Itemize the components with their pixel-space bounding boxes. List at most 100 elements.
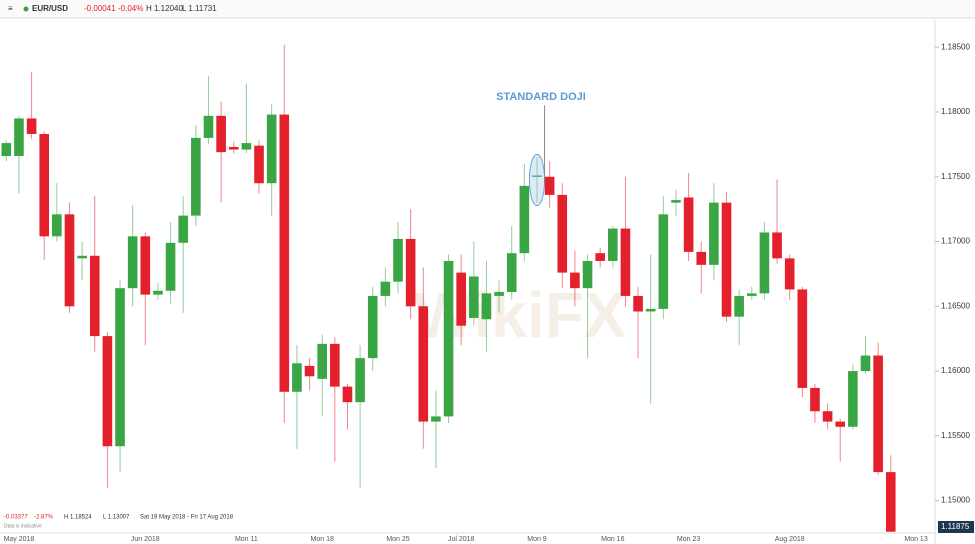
footer-change-pct: -2.87% <box>34 515 54 521</box>
candle-body <box>532 175 542 177</box>
candle-body <box>772 232 782 259</box>
candle-body <box>405 238 416 307</box>
candle-body <box>165 242 176 291</box>
candle-body <box>342 386 353 403</box>
candle-body <box>658 214 669 309</box>
session-low: L 1.11731 <box>182 4 217 13</box>
candle-body <box>469 276 479 318</box>
x-tick-label: Jun 2018 <box>131 536 160 543</box>
candle-body <box>89 255 100 337</box>
candle-body <box>784 258 795 290</box>
change: -0.00041 <box>84 4 116 13</box>
y-tick-label: 1.16000 <box>941 366 970 375</box>
doji-highlight <box>528 153 546 207</box>
candle-body <box>77 255 87 259</box>
candle-body <box>835 421 846 427</box>
candle-body <box>418 306 429 422</box>
session-high: H 1.12040 <box>146 4 183 13</box>
candle-body <box>115 288 125 447</box>
candle-body <box>481 293 492 320</box>
candle-body <box>810 387 820 412</box>
x-tick-label: Mon 18 <box>311 536 334 543</box>
candle-body <box>317 343 327 379</box>
y-tick-label: 1.18500 <box>941 42 970 51</box>
candle-body <box>52 214 62 237</box>
candle-body <box>860 355 871 372</box>
candle-body <box>292 363 302 392</box>
candle-body <box>228 146 239 150</box>
x-tick-label: May 2018 <box>4 536 35 543</box>
candle-body <box>885 472 896 532</box>
candle-body <box>620 228 631 296</box>
candle-body <box>64 214 75 307</box>
candle-body <box>557 194 568 273</box>
y-tick-label: 1.17000 <box>941 237 970 246</box>
x-tick-label: Mon 16 <box>601 536 624 543</box>
candle-body <box>519 185 530 254</box>
candle-body <box>241 143 252 150</box>
candle-body <box>671 200 681 203</box>
y-tick-label: 1.16500 <box>941 301 970 310</box>
candle-body <box>709 202 719 265</box>
candle-body <box>14 118 24 157</box>
candle-body <box>456 272 466 326</box>
x-tick-label: Jul 2018 <box>448 536 475 543</box>
candle-body <box>26 118 37 134</box>
candle-body <box>393 238 403 282</box>
y-tick-label: 1.15000 <box>941 496 970 505</box>
x-tick-label: Mon 23 <box>677 536 700 543</box>
candle-body <box>39 134 50 237</box>
candle-body <box>153 290 163 295</box>
last-price-label: 1.11875 <box>941 522 970 531</box>
candle-body <box>797 289 808 388</box>
candle-body <box>355 358 365 403</box>
candle-body <box>380 281 391 296</box>
candle-body <box>696 251 707 265</box>
top-bar <box>0 0 975 18</box>
candle-body <box>102 336 113 447</box>
candle-body <box>191 137 201 216</box>
footer-low: L 1.13007 <box>103 515 130 521</box>
candle-body <box>608 228 618 261</box>
candle-body <box>330 343 340 387</box>
candle-body <box>595 253 605 261</box>
candle-body <box>506 253 517 293</box>
candle-body <box>431 416 441 422</box>
footer-note: Data is indicative <box>4 523 42 529</box>
x-tick-label: Mon 25 <box>386 536 409 543</box>
candle-body <box>266 114 277 184</box>
status-dot <box>23 6 29 12</box>
candle-body <box>822 411 833 422</box>
y-tick-label: 1.15500 <box>941 431 970 440</box>
candle-body <box>734 295 744 317</box>
footer-range: Sat 19 May 2018 - Fri 17 Aug 2018 <box>140 515 234 521</box>
candle-body <box>203 115 214 138</box>
candle-body <box>570 272 580 289</box>
candle-body <box>873 355 883 473</box>
candle-body <box>279 114 290 392</box>
candle-body <box>633 295 643 312</box>
x-tick-label: Mon 13 <box>904 536 927 543</box>
candle-body <box>140 236 151 295</box>
x-tick-label: Mon 9 <box>527 536 547 543</box>
y-tick-label: 1.17500 <box>941 172 970 181</box>
candle-body <box>746 293 757 296</box>
candle-body <box>127 236 138 289</box>
candle-body <box>254 145 264 184</box>
candle-body <box>582 260 593 289</box>
x-tick-label: Aug 2018 <box>775 536 805 543</box>
candle-body <box>216 115 226 153</box>
footer-change: -0.03377 <box>4 515 28 521</box>
last-price-box <box>938 521 974 533</box>
footer-high: H 1.18524 <box>64 515 92 521</box>
candle-body <box>178 215 189 243</box>
menu-icon[interactable]: ≡ <box>8 4 13 13</box>
symbol[interactable]: EUR/USD <box>32 4 68 13</box>
candle-body <box>494 292 504 296</box>
candle-body <box>443 260 454 417</box>
y-tick-label: 1.18000 <box>941 107 970 116</box>
candle-body <box>759 232 770 294</box>
candle-body <box>848 371 858 427</box>
change-pct: -0.04% <box>118 4 143 13</box>
